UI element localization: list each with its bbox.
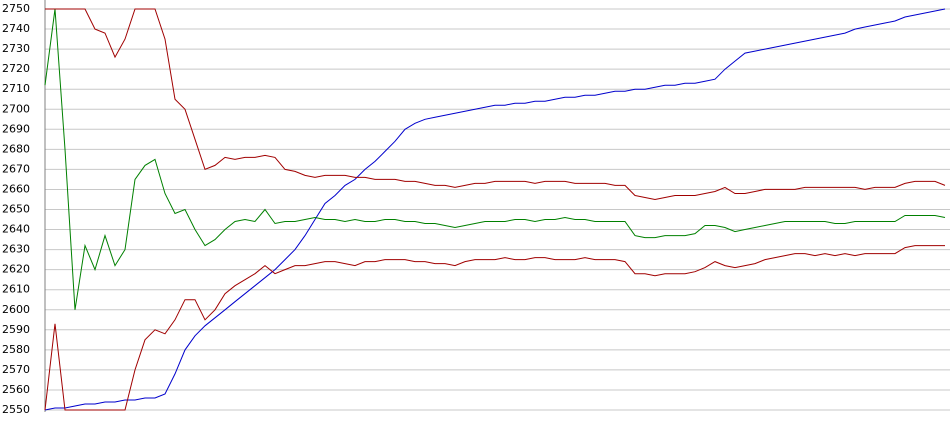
series-line [45,8,946,201]
y-tick-label: 2690 [2,122,30,135]
y-tick-label: 2660 [2,182,30,195]
y-tick-label: 2620 [2,263,30,276]
y-tick-label: 2670 [2,162,30,175]
y-tick-label: 2600 [2,303,30,316]
series-line [44,8,946,310]
y-tick-label: 2560 [2,383,30,396]
y-tick-label: 2730 [2,42,30,55]
y-tick-label: 2680 [2,142,30,155]
y-tick-label: 2750 [2,2,30,15]
y-tick-label: 2710 [2,82,30,95]
y-tick-label: 2650 [2,203,30,216]
y-tick-label: 2740 [2,22,30,35]
y-tick-label: 2640 [2,223,30,236]
y-tick-label: 2700 [2,102,30,115]
y-tick-label: 2580 [2,343,30,356]
y-tick-label: 2550 [2,403,30,416]
y-tick-label: 2720 [2,62,30,75]
y-tick-label: 2570 [2,363,30,376]
y-tick-label: 2610 [2,283,30,296]
y-tick-label: 2590 [2,323,30,336]
series-line [44,245,945,411]
y-tick-label: 2630 [2,243,30,256]
series-line [44,8,946,411]
